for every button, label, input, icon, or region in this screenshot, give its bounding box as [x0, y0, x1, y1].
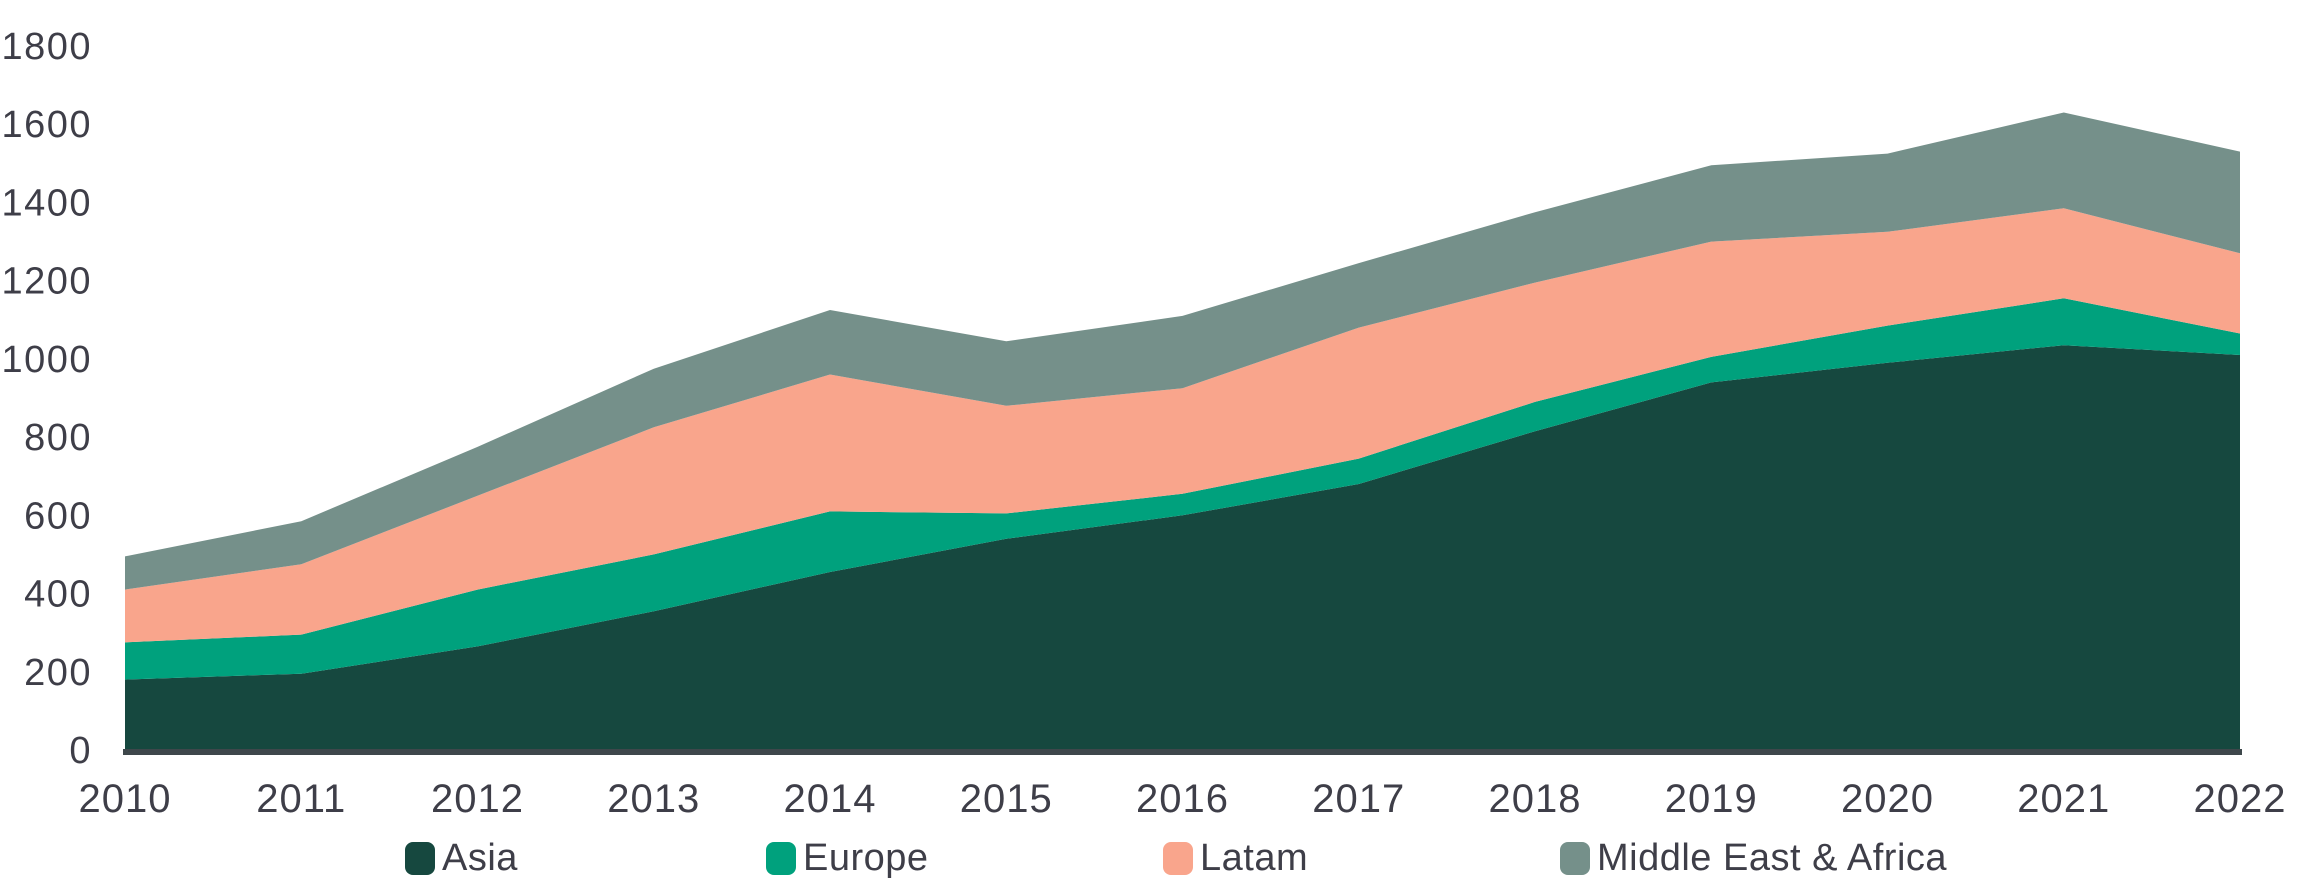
x-tick-label: 2019: [1665, 777, 1758, 821]
x-tick-label: 2013: [607, 777, 700, 821]
areas-group: [125, 112, 2240, 750]
legend: Asia Europe Latam Middle East & Africa: [0, 838, 2304, 880]
legend-label: Asia: [442, 837, 518, 879]
legend-label: Europe: [803, 837, 929, 879]
area-middle-east-africa: [125, 112, 2240, 590]
x-tick-label: 2015: [960, 777, 1053, 821]
y-tick-labels: 0 200 400 600 800 1000 1200 1400 1600 1800: [1, 26, 92, 772]
y-tick-label: 0: [69, 730, 92, 772]
x-tick-labels: 2010 2011 2012 2013 2014 2015 2016 2017 2018 2019…: [79, 777, 2287, 821]
legend-item-europe: Europe: [766, 838, 929, 878]
legend-label: Latam: [1200, 837, 1309, 879]
x-tick-label: 2011: [256, 777, 346, 821]
x-tick-label: 2010: [79, 777, 172, 821]
y-tick-label: 1200: [1, 261, 92, 303]
x-tick-label: 2014: [784, 777, 877, 821]
x-tick-label: 2018: [1489, 777, 1582, 821]
x-tick-label: 2012: [431, 777, 524, 821]
legend-item-asia: Asia: [405, 838, 518, 878]
area-latam: [125, 208, 2240, 643]
x-tick-label: 2016: [1136, 777, 1229, 821]
y-tick-label: 1600: [1, 104, 92, 146]
y-tick-label: 600: [24, 495, 92, 537]
y-tick-label: 200: [24, 652, 92, 694]
legend-label: Middle East & Africa: [1597, 837, 1948, 879]
legend-swatch-latam: [1163, 841, 1193, 875]
area-asia: [125, 345, 2240, 750]
legend-swatch-asia: [405, 841, 435, 875]
y-tick-label: 1400: [1, 182, 92, 224]
y-tick-label: 1800: [1, 26, 92, 68]
area-europe: [125, 298, 2240, 680]
legend-item-middle-east-africa: Middle East & Africa: [1560, 838, 1947, 878]
x-axis-line: [123, 749, 2242, 755]
y-tick-label: 400: [24, 574, 92, 616]
legend-swatch-middle-east-africa: [1560, 841, 1590, 875]
x-tick-label: 2020: [1841, 777, 1934, 821]
x-tick-label: 2022: [2194, 777, 2287, 821]
x-tick-label: 2017: [1312, 777, 1405, 821]
y-tick-label: 800: [24, 417, 92, 459]
legend-swatch-europe: [766, 841, 796, 875]
legend-item-latam: Latam: [1163, 838, 1308, 878]
x-tick-label: 2021: [2017, 777, 2110, 821]
y-tick-label: 1000: [1, 339, 92, 381]
